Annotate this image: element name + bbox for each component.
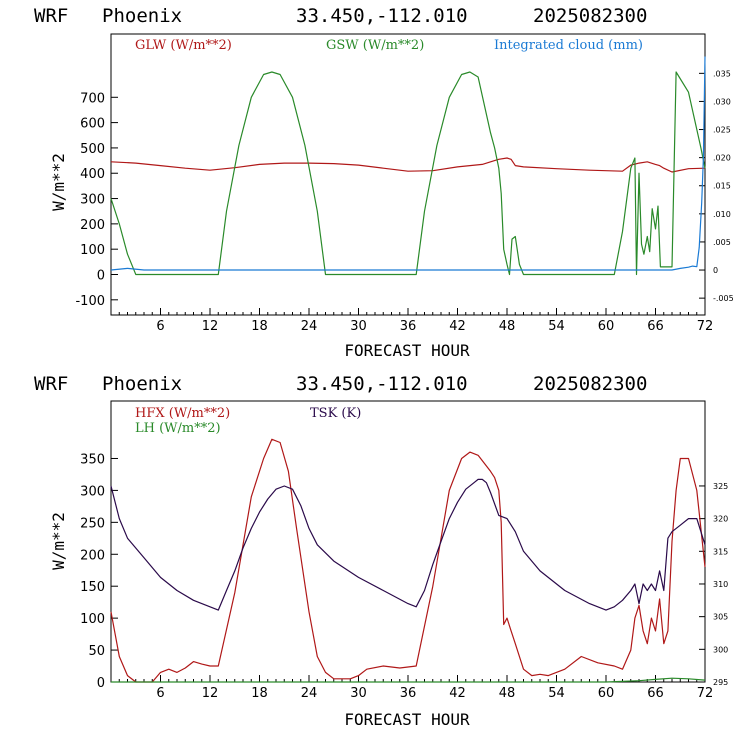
x-tick-label: 36 (400, 686, 417, 701)
x-tick-label: 6 (156, 319, 164, 334)
x-tick-label: 66 (647, 319, 664, 334)
header-coords: 33.450,-112.010 (296, 373, 468, 395)
right-tick-label: 320 (713, 515, 728, 524)
panel1-x-axis-label: FORECAST HOUR (344, 341, 470, 360)
right-tick-label: 315 (713, 547, 728, 556)
series-glw-line (110, 157, 706, 173)
header-model: WRF (34, 373, 68, 395)
y-tick-label: 0 (97, 268, 105, 283)
x-tick-label: 54 (548, 686, 565, 701)
y-tick-label: 600 (80, 117, 105, 132)
right-tick-label: 325 (713, 482, 728, 491)
panel2-header: WRF Phoenix 33.450,-112.010 2025082300 (34, 373, 647, 395)
x-tick-label: 42 (449, 686, 466, 701)
series-tsk-line (110, 478, 706, 611)
right-tick-label: 310 (713, 580, 728, 589)
series-integrated-line (110, 56, 706, 271)
x-tick-label: 30 (350, 686, 367, 701)
y-tick-label: 200 (80, 548, 105, 563)
panel2-right-ticks: 295 300 305 310 315 320 325 (699, 482, 728, 687)
y-tick-label: 200 (80, 218, 105, 233)
legend-glw: GLW (W/m**2) (135, 38, 232, 53)
panel2-y-ticks: 0 50 100 150 200 250 300 350 (80, 452, 118, 691)
panel2-y-axis-label: W/m**2 (49, 512, 68, 570)
header-location: Phoenix (102, 373, 182, 395)
y-tick-label: 100 (80, 612, 105, 627)
panel-radiation: WRF Phoenix 33.450,-112.010 2025082300 G… (34, 5, 734, 360)
x-tick-label: 48 (499, 686, 516, 701)
y-tick-label: 400 (80, 167, 105, 182)
x-tick-label: 66 (647, 686, 664, 701)
y-tick-label: 300 (80, 193, 105, 208)
y-tick-label: 250 (80, 516, 105, 531)
header-init-time: 2025082300 (533, 373, 647, 395)
panel-surface-flux: WRF Phoenix 33.450,-112.010 2025082300 H… (34, 373, 728, 729)
panel2-legend: HFX (W/m**2) LH (W/m**2) TSK (K) (135, 406, 361, 436)
panel1-y-axis-label: W/m**2 (49, 153, 68, 211)
right-tick-label: .035 (713, 69, 731, 78)
right-tick-label: -.005 (713, 294, 734, 303)
right-tick-label: .015 (713, 182, 731, 191)
x-tick-label: 42 (449, 319, 466, 334)
x-tick-label: 24 (301, 319, 318, 334)
x-tick-label: 48 (499, 319, 516, 334)
header-location: Phoenix (102, 5, 182, 27)
right-tick-label: 0 (713, 266, 718, 275)
y-tick-label: 0 (97, 676, 105, 691)
right-tick-label: .010 (713, 210, 731, 219)
legend-gsw: GSW (W/m**2) (326, 38, 424, 53)
x-tick-label: 54 (548, 319, 565, 334)
panel1-header: WRF Phoenix 33.450,-112.010 2025082300 (34, 5, 647, 27)
right-tick-label: .020 (713, 154, 731, 163)
y-tick-label: -100 (75, 294, 105, 309)
y-tick-label: 300 (80, 484, 105, 499)
panel1-y-ticks: -100 0 100 200 300 400 500 600 700 (75, 91, 118, 309)
legend-cloud: Integrated cloud (mm) (494, 38, 643, 53)
panel1-right-ticks: -.005 0 .005 .010 .015 .020 .025 .030 .035 (699, 69, 734, 303)
header-model: WRF (34, 5, 68, 27)
y-tick-label: 50 (88, 644, 105, 659)
header-coords: 33.450,-112.010 (296, 5, 468, 27)
panel2-series (110, 438, 706, 683)
panel2-plot-frame (110, 400, 706, 683)
panel1-plot-frame (110, 33, 706, 316)
right-tick-label: 305 (713, 613, 728, 622)
right-tick-label: 300 (713, 645, 728, 654)
panel1-legend: GLW (W/m**2) GSW (W/m**2) Integrated clo… (135, 38, 643, 53)
x-tick-label: 60 (598, 686, 615, 701)
x-tick-label: 24 (301, 686, 318, 701)
series-gsw-line (110, 71, 706, 276)
panel2-x-ticks: 6 12 18 24 30 36 42 48 54 60 66 72 (110, 675, 714, 701)
right-tick-label: .030 (713, 97, 731, 106)
x-tick-label: 18 (251, 686, 268, 701)
y-tick-label: 700 (80, 91, 105, 106)
y-tick-label: 500 (80, 142, 105, 157)
x-tick-label: 18 (251, 319, 268, 334)
x-tick-label: 12 (202, 686, 219, 701)
x-tick-label: 72 (697, 319, 714, 334)
x-tick-label: 6 (156, 686, 164, 701)
right-tick-label: 295 (713, 678, 728, 687)
right-tick-label: .025 (713, 126, 731, 135)
series-hfx-line (110, 438, 706, 683)
panel1-series (110, 56, 706, 276)
right-tick-label: .005 (713, 238, 731, 247)
legend-hfx: HFX (W/m**2) (135, 406, 230, 421)
header-init-time: 2025082300 (533, 5, 647, 27)
series-lh-line (111, 677, 706, 683)
x-tick-label: 36 (400, 319, 417, 334)
x-tick-label: 72 (697, 686, 714, 701)
x-tick-label: 30 (350, 319, 367, 334)
x-tick-label: 60 (598, 319, 615, 334)
panel2-x-axis-label: FORECAST HOUR (344, 710, 470, 729)
x-tick-label: 12 (202, 319, 219, 334)
legend-tsk: TSK (K) (310, 406, 361, 421)
y-tick-label: 350 (80, 452, 105, 467)
y-tick-label: 100 (80, 243, 105, 258)
panel1-x-ticks: 6 12 18 24 30 36 42 48 54 60 66 72 (110, 308, 714, 334)
y-tick-label: 150 (80, 580, 105, 595)
legend-lh: LH (W/m**2) (135, 421, 221, 436)
